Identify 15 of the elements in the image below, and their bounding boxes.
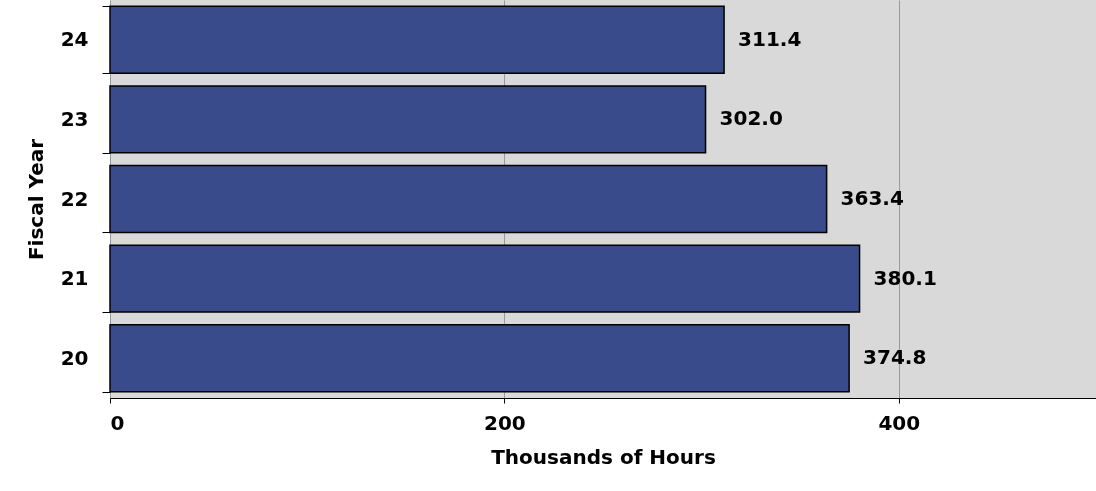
- y-tick-label: 20: [60, 345, 89, 370]
- y-tick-label: 24: [60, 27, 89, 52]
- x-tick-label: 0: [110, 410, 125, 435]
- data-label: 363.4: [840, 186, 904, 210]
- data-label: 311.4: [738, 26, 802, 51]
- data-label: 302.0: [719, 106, 783, 131]
- y-tick-label: 23: [60, 106, 89, 131]
- y-axis-title: Fiscal Year: [23, 138, 48, 261]
- data-label: 374.8: [863, 345, 927, 370]
- x-axis-title: Thousands of Hours: [491, 444, 716, 469]
- data-label: 380.1: [873, 265, 937, 290]
- y-tick-label: 21: [60, 266, 89, 291]
- y-tick-label: 22: [60, 186, 89, 211]
- x-tick-label: 200: [484, 410, 526, 435]
- x-tick-label: 400: [878, 410, 921, 435]
